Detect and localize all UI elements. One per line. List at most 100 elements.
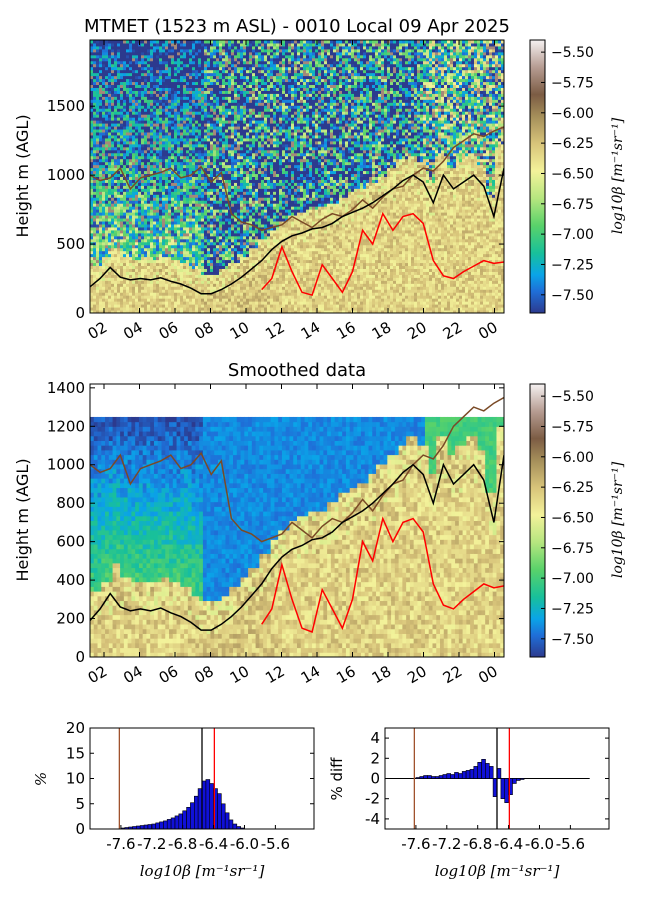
heat-cell: [162, 182, 166, 186]
heat-cell: [201, 75, 205, 80]
heat-cell: [183, 120, 187, 124]
heat-cell: [111, 206, 115, 210]
heat-cell: [153, 301, 157, 305]
heat-cell: [162, 161, 166, 166]
heat-cell: [183, 232, 187, 237]
heat-cell: [141, 241, 145, 246]
heat-cell: [210, 203, 214, 207]
heat-cell: [108, 120, 112, 124]
heat-cell: [240, 191, 244, 195]
heat-cell: [192, 78, 196, 83]
heat-cell: [93, 72, 97, 77]
heat-cell: [225, 200, 229, 204]
heat-cell: [186, 283, 190, 287]
heat-cell: [174, 161, 178, 166]
heat-cell: [174, 149, 178, 154]
heat-cell: [165, 250, 169, 255]
heat-cell: [198, 140, 202, 145]
heat-cell: [162, 298, 166, 302]
heat-cell: [93, 218, 97, 222]
heat-cell: [129, 108, 133, 112]
heat-cell: [111, 244, 115, 249]
heat-cell: [237, 69, 241, 74]
heat-cell: [222, 280, 226, 284]
heat-cell: [195, 271, 199, 275]
heat-cell: [180, 301, 184, 305]
heat-cell: [204, 176, 208, 180]
heat-cell: [222, 99, 226, 103]
heat-cell: [105, 271, 109, 275]
heat-cell: [105, 140, 109, 145]
heat-cell: [201, 185, 205, 189]
heat-cell: [165, 197, 169, 201]
heat-cell: [228, 87, 232, 91]
heat-cell: [147, 283, 151, 287]
heat-cell: [93, 283, 97, 287]
heat-cell: [156, 51, 160, 56]
heat-cell: [180, 253, 184, 258]
heat-cell: [129, 131, 133, 136]
heat-cell: [207, 108, 211, 112]
heat-cell: [159, 111, 163, 115]
heat-cell: [114, 69, 118, 74]
heat-cell: [102, 241, 106, 246]
heat-cell: [111, 137, 115, 142]
heat-cell: [111, 158, 115, 163]
heat-cell: [162, 191, 166, 195]
heat-cell: [246, 96, 250, 100]
heat-cell: [123, 226, 127, 231]
heat-cell: [213, 96, 217, 100]
heat-cell: [207, 158, 211, 163]
heat-cell: [120, 60, 124, 65]
heat-cell: [132, 221, 136, 225]
heat-cell: [123, 164, 127, 169]
heat-cell: [243, 126, 247, 130]
heat-cell: [132, 48, 136, 53]
heat-cell: [231, 247, 235, 252]
heat-cell: [237, 200, 241, 204]
heat-cell: [96, 262, 100, 267]
heat-cell: [222, 295, 226, 299]
heat-cell: [129, 212, 133, 216]
heat-cell: [201, 194, 205, 198]
heat-cell: [189, 289, 193, 293]
heat-cell: [147, 78, 151, 83]
heat-cell: [96, 215, 100, 219]
heat-cell: [183, 81, 187, 86]
heat-cell: [243, 194, 247, 198]
heat-cell: [201, 155, 205, 160]
heat-cell: [222, 96, 226, 100]
heat-cell: [186, 247, 190, 252]
heat-cell: [210, 78, 214, 83]
heat-cell: [144, 152, 148, 157]
heat-cell: [246, 126, 250, 130]
heat-cell: [231, 140, 235, 145]
heat-cell: [156, 301, 160, 305]
heat-cell: [198, 262, 202, 267]
heat-cell: [168, 48, 172, 53]
heat-cell: [156, 188, 160, 192]
heat-cell: [222, 262, 226, 267]
heat-cell: [192, 241, 196, 246]
heat-cell: [99, 105, 103, 109]
heat-cell: [126, 152, 130, 157]
heat-cell: [102, 265, 106, 269]
heat-cell: [111, 134, 115, 139]
heat-cell: [189, 51, 193, 56]
heat-cell: [240, 289, 244, 293]
heat-cell: [204, 221, 208, 225]
heat-cell: [162, 90, 166, 94]
heat-cell: [111, 203, 115, 207]
heat-cell: [105, 164, 109, 169]
heat-cell: [237, 197, 241, 201]
heat-cell: [165, 134, 169, 139]
heat-cell: [141, 283, 145, 287]
heat-cell: [156, 111, 160, 115]
heat-cell: [204, 72, 208, 77]
heat-cell: [249, 60, 253, 65]
heat-cell: [135, 215, 139, 219]
heat-cell: [102, 206, 106, 210]
heat-cell: [138, 280, 142, 284]
heat-cell: [141, 48, 145, 53]
heat-cell: [159, 105, 163, 109]
